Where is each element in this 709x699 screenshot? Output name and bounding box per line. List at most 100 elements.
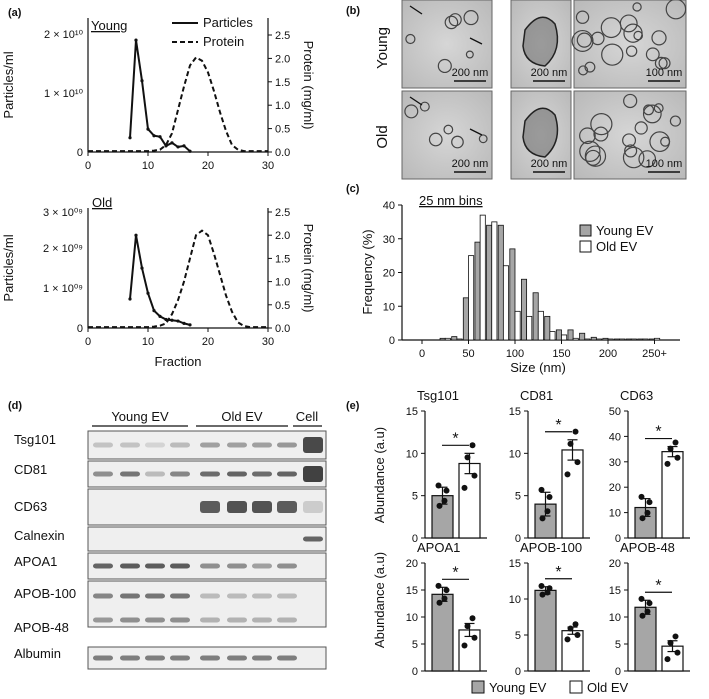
a-bot-rtick-label: 0.0 — [275, 323, 290, 335]
data-point — [639, 612, 646, 619]
hist-bar-old — [502, 265, 509, 341]
blot-strip — [87, 430, 327, 460]
data-point — [644, 608, 651, 615]
a-top-particle-point — [182, 144, 186, 148]
data-point — [564, 636, 571, 643]
em-vesicle — [622, 146, 645, 169]
significance-star: * — [655, 577, 661, 594]
abundance-title: Tsg101 — [417, 388, 459, 403]
em-vesicle — [634, 121, 648, 135]
significance-star: * — [452, 564, 458, 581]
data-point — [436, 502, 443, 509]
blot-label: Calnexin — [14, 528, 65, 543]
blot-band — [227, 655, 247, 661]
data-point — [639, 515, 646, 522]
em-vesicle — [638, 150, 657, 168]
abundance-tick-label: 10 — [509, 594, 521, 606]
data-point — [469, 442, 476, 449]
em-vesicle — [601, 43, 624, 66]
a-bot-particle-point — [134, 233, 138, 237]
data-point — [461, 484, 468, 491]
em-vesicle — [448, 13, 462, 27]
abundance-tick-label: 5 — [515, 491, 521, 503]
blot-band — [93, 593, 113, 599]
a-bot-particle-point — [176, 319, 180, 323]
hist-bar-young — [532, 292, 539, 341]
e-legend-young: Young EV — [489, 680, 547, 695]
hist-bar-young — [521, 278, 528, 341]
abundance-bar-young — [534, 589, 557, 672]
blot-band — [170, 563, 190, 569]
em-vesicle — [584, 61, 596, 73]
blot-band — [252, 563, 272, 569]
a-top-ytick-2: 0 — [77, 147, 83, 159]
abundance-tick-label: 15 — [609, 585, 621, 597]
blot-band — [303, 437, 323, 453]
data-point — [674, 454, 681, 461]
scale-bar-label: 100 nm — [646, 158, 683, 170]
em-vesicle — [643, 104, 655, 116]
em-vesicle — [578, 65, 589, 76]
hist-bar-young — [590, 336, 597, 341]
scale-bar-label: 200 nm — [452, 158, 489, 170]
hist-bar-young — [451, 336, 458, 341]
hist-bar-old — [537, 310, 544, 341]
data-point — [471, 472, 478, 479]
blot-band — [93, 442, 113, 448]
em-vesicle — [624, 144, 638, 158]
data-point — [441, 497, 448, 504]
a-bot-rtick-label: 1.0 — [275, 277, 290, 289]
scale-bar-label: 200 nm — [531, 67, 568, 79]
blot-strip — [87, 580, 327, 628]
abundance-tick-label: 0 — [412, 533, 418, 545]
hist-bar-old — [468, 255, 475, 341]
abundance-tick-label: 15 — [406, 585, 418, 597]
abundance-title: APOB-100 — [520, 540, 582, 555]
hist-bar-old — [654, 337, 661, 341]
legend-particles: Particles — [203, 15, 253, 30]
abundance-tick-label: 10 — [406, 612, 418, 624]
a-bot-ytick-0: 3 × 10⁰⁹ — [43, 207, 83, 219]
significance-star: * — [555, 564, 561, 581]
group-label-young: Young — [91, 18, 127, 33]
blot-label: APOB-48 — [14, 620, 69, 635]
em-vesicle — [651, 30, 667, 46]
blot-label: APOB-100 — [14, 586, 76, 601]
blot-band — [303, 536, 323, 542]
em-vesicle — [600, 17, 622, 39]
abundance-bar-young — [634, 606, 657, 672]
em-images: 200 nm 200 nm 100 nm 200 nm 200 nm 100 nm — [401, 0, 687, 180]
significance-star: * — [555, 417, 561, 434]
blot-band — [93, 563, 113, 569]
group-label-old: Old — [92, 195, 112, 210]
em-vesicle — [623, 93, 638, 109]
a-top-xtick-label: 20 — [202, 160, 214, 172]
hist-bar-old — [619, 338, 626, 341]
panel-label-a: (a) — [8, 7, 22, 19]
blot-band — [200, 617, 220, 623]
hist-bar-young — [474, 241, 481, 341]
chart-a-old: Old 3 × 10⁰⁹ 2 × 10⁰⁹ 1 × 10⁰⁹ 0 Particl… — [1, 195, 316, 369]
a-bot-particle-point — [146, 291, 150, 295]
abundance-tick-label: 15 — [509, 406, 521, 418]
scale-bar-label: 100 nm — [646, 67, 683, 79]
abundance-tick-label: 15 — [509, 558, 521, 570]
panel-label-c: (c) — [346, 183, 360, 195]
abundance-title: CD81 — [520, 388, 553, 403]
em-vesicle — [590, 113, 613, 136]
blot-band — [200, 471, 220, 477]
em-vesicle — [625, 45, 638, 57]
blot-band — [120, 471, 140, 477]
a-bot-xtick-label: 20 — [202, 336, 214, 348]
blot-band — [200, 655, 220, 661]
abundance-tick-label: 0 — [515, 666, 521, 678]
a-top-xtick-label: 0 — [85, 160, 91, 172]
data-point — [572, 428, 579, 435]
arrow-icon — [409, 96, 423, 106]
a-top-rtick-label: 2.5 — [275, 30, 290, 42]
data-point — [574, 632, 581, 638]
blot-band — [145, 471, 165, 477]
a-bot-right-ylabel: Protein (mg/ml) — [301, 224, 316, 313]
em-vesicle — [653, 103, 664, 114]
em-vesicle — [405, 33, 416, 45]
